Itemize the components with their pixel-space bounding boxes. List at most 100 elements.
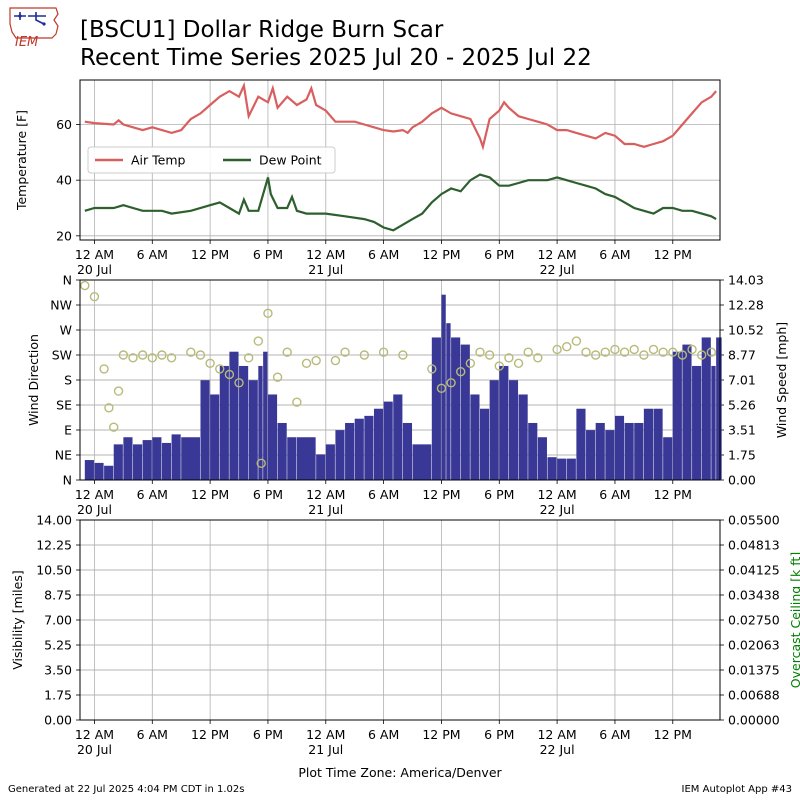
wind-speed-bar [152, 437, 162, 480]
x-tick-label: 12 AM [75, 487, 114, 502]
x-tick-label: 12 AM [537, 487, 576, 502]
x-date-label: 22 Jul [540, 742, 575, 757]
x-date-label: 21 Jul [308, 502, 343, 517]
x-tick-label: 6 PM [484, 247, 514, 262]
wind-direction-marker [619, 347, 630, 357]
wind-speed-bar [672, 351, 682, 480]
wind-speed-bar [287, 437, 297, 480]
wind-direction-marker [639, 350, 649, 360]
visibility-tick-label: 12.25 [36, 538, 72, 553]
wind-speed-bar [267, 394, 278, 480]
wind-direction-tick-label: SE [56, 398, 72, 413]
wind-direction-marker [648, 344, 659, 355]
x-tick-label: 12 PM [654, 247, 692, 262]
wind-direction-marker [677, 350, 688, 360]
wind-speed-bar [557, 458, 567, 480]
wind-speed-bar [624, 422, 634, 480]
dew-point-line [84, 173, 717, 232]
wind-speed-bar [566, 458, 576, 480]
visibility-axis-label: Visibility [miles] [10, 570, 25, 669]
x-tick-label: 6 PM [253, 247, 283, 262]
wind-speed-axis-label: Wind Speed [mph] [774, 322, 789, 438]
wind-direction-marker [504, 353, 514, 363]
wind-speed-bar [586, 430, 596, 480]
wind-speed-bar [692, 365, 702, 480]
ceiling-axis-label: Overcast Ceiling [k ft] [788, 552, 800, 688]
wind-speed-bar [239, 365, 249, 480]
wind-speed-bar [480, 408, 490, 480]
ceiling-tick-label: 0.03438 [728, 588, 780, 603]
wind-direction-marker [157, 350, 167, 360]
wind-speed-bar [508, 380, 519, 480]
wind-speed-bar [113, 444, 123, 480]
wind-speed-bar [373, 408, 384, 480]
wind-speed-bar [325, 444, 335, 480]
x-tick-label: 12 AM [306, 247, 345, 262]
wind-direction-marker [128, 353, 138, 363]
wind-direction-marker [359, 350, 370, 360]
wind-speed-tick-label: 14.03 [728, 273, 764, 288]
visibility-tick-label: 10.50 [36, 563, 72, 578]
x-tick-label: 12 AM [306, 487, 345, 502]
wind-direction-marker [104, 403, 114, 413]
wind-speed-bar [489, 380, 499, 480]
wind-direction-marker [186, 347, 196, 357]
x-date-label: 20 Jul [77, 502, 112, 517]
ceiling-tick-label: 0.01375 [728, 663, 780, 678]
wind-direction-tick-label: E [64, 423, 72, 438]
wind-speed-bar [364, 415, 374, 480]
wind-speed-bar [499, 365, 509, 480]
ceiling-tick-label: 0.04813 [728, 538, 780, 553]
wind-direction-marker [687, 344, 697, 355]
x-tick-label: 6 AM [368, 487, 399, 502]
wind-speed-bar [537, 437, 547, 480]
wind-direction-axis-label: Wind Direction [26, 334, 41, 426]
visibility-plot-frame [79, 519, 721, 721]
x-date-label: 20 Jul [77, 742, 112, 757]
wind-direction-marker [465, 358, 476, 369]
ceiling-tick-label: 0.04125 [728, 563, 780, 578]
x-tick-label: 6 PM [484, 487, 514, 502]
wind-direction-marker [234, 378, 244, 388]
wind-speed-bar [547, 457, 557, 480]
wind-speed-bar [383, 401, 393, 480]
wind-speed-bar [200, 380, 210, 480]
wind-speed-bar [354, 418, 364, 480]
wind-speed-bar [682, 344, 692, 480]
generated-footer: Generated at 22 Jul 2025 4:04 PM CDT in … [8, 784, 245, 795]
x-date-label: 22 Jul [540, 262, 575, 277]
chart-subtitle: Recent Time Series 2025 Jul 20 - 2025 Ju… [80, 45, 592, 71]
visibility-tick-label: 0.00 [44, 713, 72, 728]
wind-direction-marker [340, 347, 350, 357]
wind-speed-bar [446, 323, 451, 480]
wind-speed-tick-label: 5.26 [728, 398, 756, 413]
visibility-tick-label: 5.25 [44, 638, 72, 653]
wind-direction-marker [215, 364, 225, 374]
wind-direction-marker [272, 372, 283, 382]
wind-speed-bar [528, 422, 538, 480]
wind-direction-marker [109, 422, 119, 432]
wind-speed-bar [181, 437, 200, 480]
wind-direction-marker [378, 347, 389, 357]
legend-box [87, 146, 336, 174]
visibility-tick-label: 1.75 [44, 688, 72, 703]
wind-direction-marker [513, 358, 524, 369]
wind-speed-bar [229, 351, 239, 480]
wind-direction-marker [398, 350, 408, 360]
x-tick-label: 12 PM [422, 727, 460, 742]
x-tick-label: 12 AM [75, 247, 114, 262]
wind-speed-bar [716, 337, 722, 480]
wind-speed-bar [711, 365, 716, 480]
wind-speed-bar [460, 344, 470, 480]
temperature-plot-frame [79, 79, 721, 241]
visibility-tick-label: 14.00 [36, 513, 72, 528]
x-tick-label: 12 PM [422, 247, 460, 262]
wind-direction-marker [600, 347, 611, 357]
wind-speed-bar [451, 337, 461, 480]
wind-direction-marker [658, 347, 668, 357]
wind-speed-bar [393, 394, 403, 480]
wind-direction-marker [113, 386, 124, 396]
wind-direction-tick-label: N [63, 273, 72, 288]
x-tick-label: 12 PM [191, 727, 229, 742]
